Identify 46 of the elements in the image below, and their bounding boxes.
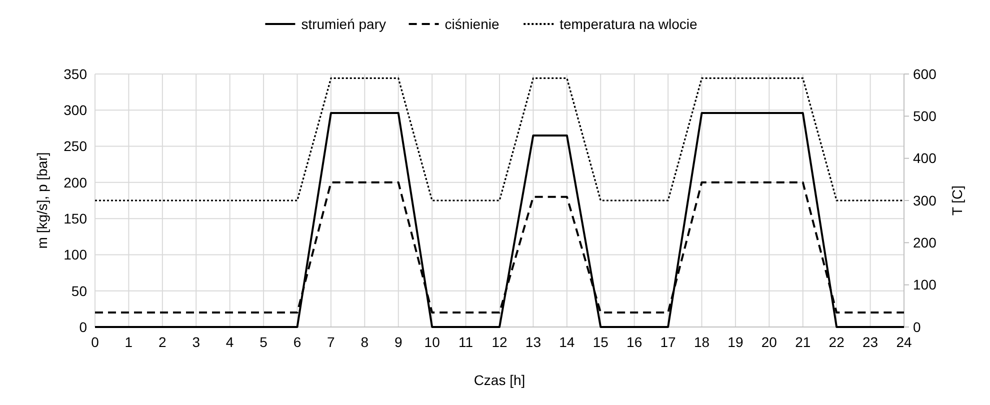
x-tick-label: 2 xyxy=(158,334,167,350)
x-tick-label: 15 xyxy=(592,334,609,350)
y-tick-label: 0 xyxy=(79,318,88,335)
y2-tick-label: 500 xyxy=(913,108,937,124)
y2-tick-label: 200 xyxy=(913,234,937,251)
y2-tick-label: 400 xyxy=(913,150,937,166)
y-tick-label: 250 xyxy=(64,138,88,154)
y2-tick-label: 100 xyxy=(913,276,937,293)
x-tick-label: 11 xyxy=(458,334,474,350)
y-tick-label: 200 xyxy=(64,174,88,190)
x-tick-label: 22 xyxy=(828,334,845,350)
y-tick-label: 350 xyxy=(64,66,88,82)
x-tick-label: 14 xyxy=(559,334,575,350)
x-tick-label: 24 xyxy=(896,334,912,350)
x-tick-label: 13 xyxy=(525,334,542,350)
x-tick-label: 20 xyxy=(761,334,778,350)
x-tick-label: 9 xyxy=(394,334,402,350)
x-tick-label: 12 xyxy=(492,334,508,350)
legend-label: ciśnienie xyxy=(444,16,500,32)
y2-tick-label: 300 xyxy=(913,192,937,208)
y-tick-label: 150 xyxy=(64,210,88,226)
x-tick-label: 18 xyxy=(694,334,710,350)
x-tick-label: 1 xyxy=(124,334,133,350)
y2-tick-label: 0 xyxy=(913,318,921,335)
y-tick-label: 50 xyxy=(71,282,88,299)
y2-axis-title: T [C] xyxy=(949,185,965,216)
x-tick-label: 4 xyxy=(226,334,234,350)
x-tick-label: 23 xyxy=(862,334,878,350)
x-tick-label: 21 xyxy=(795,334,811,350)
x-tick-label: 16 xyxy=(626,334,642,350)
x-tick-label: 5 xyxy=(260,334,268,350)
legend-label: strumień pary xyxy=(301,16,386,32)
x-tick-label: 6 xyxy=(293,334,302,350)
y-tick-label: 300 xyxy=(64,102,88,118)
x-tick-label: 8 xyxy=(360,334,369,350)
x-tick-label: 17 xyxy=(660,334,676,350)
x-axis-title: Czas [h] xyxy=(474,372,526,388)
x-tick-label: 10 xyxy=(424,334,440,350)
x-tick-label: 19 xyxy=(728,334,744,350)
x-tick-label: 0 xyxy=(91,334,100,350)
legend-label: temperatura na wlocie xyxy=(560,16,698,32)
y-tick-label: 100 xyxy=(64,246,88,263)
y-axis-title: m [kg/s], p [bar] xyxy=(34,152,50,249)
y2-tick-label: 600 xyxy=(913,66,937,82)
x-tick-label: 7 xyxy=(327,334,336,350)
x-tick-label: 3 xyxy=(192,334,200,350)
